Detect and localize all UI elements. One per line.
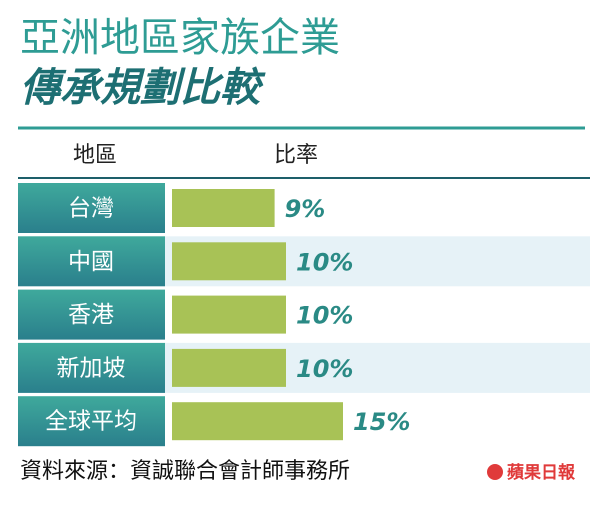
- category-cell: [18, 236, 165, 287]
- category-label: 台灣: [68, 196, 114, 222]
- bar: [172, 295, 286, 334]
- value-label: 9%: [285, 195, 326, 223]
- category-label: 香港: [68, 302, 114, 328]
- category-label: 全球平均: [45, 409, 137, 435]
- chart-subtitle: 傳承規劃比較: [20, 65, 266, 111]
- category-cell: [18, 396, 165, 447]
- category-cell: [18, 183, 165, 233]
- chart-title: 亞洲地區家族企業: [20, 15, 340, 61]
- category-label: 中國: [68, 249, 114, 275]
- value-label: 10%: [296, 302, 353, 330]
- category-label: 新加坡: [57, 355, 126, 381]
- category-cell: [18, 289, 165, 340]
- bar: [172, 348, 286, 387]
- column-header: 比率: [274, 143, 318, 168]
- logo-icon: [487, 464, 503, 480]
- category-cell: [18, 342, 165, 393]
- value-label: 10%: [296, 248, 353, 276]
- column-header: 地區: [73, 143, 117, 168]
- value-label: 10%: [296, 355, 353, 383]
- bar: [172, 242, 286, 281]
- logo: 蘋果日報: [507, 462, 576, 483]
- bar: [172, 189, 275, 227]
- value-label: 15%: [353, 408, 410, 436]
- bar: [172, 402, 343, 441]
- source: 資料來源：資誠聯合會計師事務所: [20, 459, 350, 484]
